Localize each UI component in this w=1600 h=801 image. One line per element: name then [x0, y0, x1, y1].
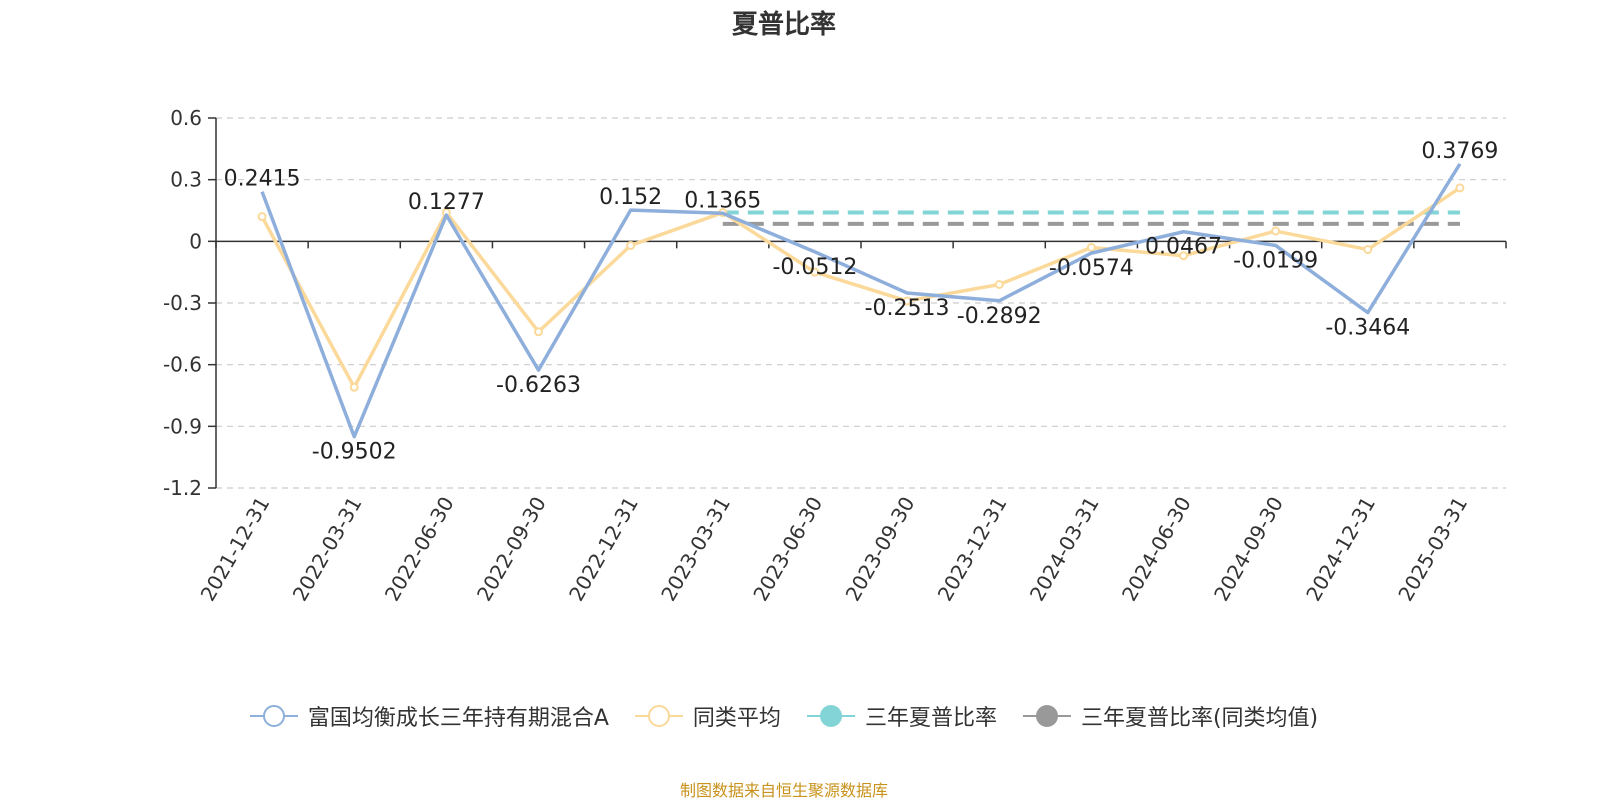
chart-title: 夏普比率 — [731, 10, 836, 40]
data-point — [1363, 245, 1373, 255]
data-label: -0.0199 — [1233, 248, 1318, 273]
data-label: -0.9502 — [312, 440, 397, 465]
data-point — [257, 212, 267, 222]
legend-item-peer-average[interactable]: 同类平均 — [634, 700, 781, 732]
data-label: 0.1277 — [408, 190, 485, 215]
data-label: -0.0574 — [1049, 256, 1134, 281]
data-point — [902, 296, 912, 306]
legend-3y-sharpe-label: 三年夏普比率 — [864, 706, 997, 731]
y-tick-label: -1.2 — [163, 476, 202, 500]
data-label: -0.3464 — [1325, 316, 1410, 341]
data-label: 0.0467 — [1145, 235, 1222, 260]
reference-lines-layer — [722, 210, 1460, 226]
data-label: -0.0512 — [772, 255, 857, 280]
data-point — [1179, 251, 1188, 261]
legend: 富国均衡成长三年持有期混合A 同类平均 三年夏普比率 三年夏普比率(同类均值) — [0, 700, 1568, 732]
x-tick-label: 2024-03-31 — [1025, 493, 1104, 606]
data-label: 0.2415 — [224, 167, 301, 192]
data-label: 0.1365 — [684, 188, 761, 213]
x-tick-label: 2025-03-31 — [1393, 493, 1472, 606]
data-point — [1086, 243, 1096, 252]
data-label: -0.6263 — [496, 373, 581, 398]
legend-fund-symbol — [249, 705, 298, 727]
data-point — [534, 327, 543, 337]
y-tick-label: 0.6 — [170, 106, 202, 130]
data-point — [994, 280, 1004, 289]
x-tick-label: 2024-09-30 — [1209, 493, 1288, 606]
data-label-layer: 0.2415 -0.9502 0.1277 -0.6263 0.152 0.1365 -0.… — [224, 139, 1499, 465]
x-tick-label: 2024-12-31 — [1301, 493, 1380, 606]
data-label: -0.2513 — [865, 296, 950, 321]
series-line — [260, 186, 1461, 390]
data-point — [1455, 183, 1465, 193]
grid-layer — [216, 117, 1506, 489]
data-point — [349, 382, 359, 392]
legend-3y-sharpe-peer-label: 三年夏普比率(同类均值) — [1080, 706, 1319, 731]
legend-fund-label: 富国均衡成长三年持有期混合A — [307, 706, 609, 731]
data-label: 0.3769 — [1421, 139, 1498, 164]
legend-peer-average-symbol — [634, 705, 683, 727]
legend-item-3y-sharpe[interactable]: 三年夏普比率 — [806, 700, 997, 732]
data-point — [1271, 226, 1281, 236]
series-line — [260, 162, 1462, 439]
x-tick-label: 2021-12-31 — [195, 493, 274, 606]
y-tick-label: -0.6 — [163, 353, 202, 377]
data-point — [810, 267, 820, 277]
legend-item-fund[interactable]: 富国均衡成长三年持有期混合A — [249, 700, 609, 732]
data-label: 0.152 — [599, 185, 662, 210]
data-label: -0.2892 — [957, 304, 1042, 329]
y-tick-label: -0.3 — [163, 291, 202, 315]
data-point — [626, 240, 636, 250]
legend-3y-sharpe-symbol — [806, 705, 855, 727]
x-tick-label: 2023-09-30 — [840, 493, 919, 606]
x-tick-label: 2023-12-31 — [933, 493, 1012, 606]
legend-3y-sharpe-peer-symbol — [1022, 705, 1071, 727]
legend-peer-average-label: 同类平均 — [692, 706, 781, 731]
x-tick-label: 2022-12-31 — [564, 493, 643, 606]
x-tick-label: 2023-03-31 — [656, 493, 735, 606]
y-tick-label: -0.9 — [163, 414, 202, 438]
data-source-note: 制图数据来自恒生聚源数据库 — [679, 781, 888, 800]
x-tick-label: 2022-09-30 — [472, 493, 551, 606]
y-tick-label: 0 — [189, 229, 202, 253]
x-tick-label: 2022-06-30 — [380, 493, 459, 606]
x-tick-label: 2023-06-30 — [748, 493, 827, 606]
series-layer — [257, 162, 1465, 439]
x-tick-label: 2024-06-30 — [1117, 493, 1196, 606]
y-tick-label: 0.3 — [170, 168, 202, 192]
legend-item-3y-sharpe-peer[interactable]: 三年夏普比率(同类均值) — [1022, 700, 1319, 732]
x-tick-label: 2022-03-31 — [288, 493, 367, 606]
